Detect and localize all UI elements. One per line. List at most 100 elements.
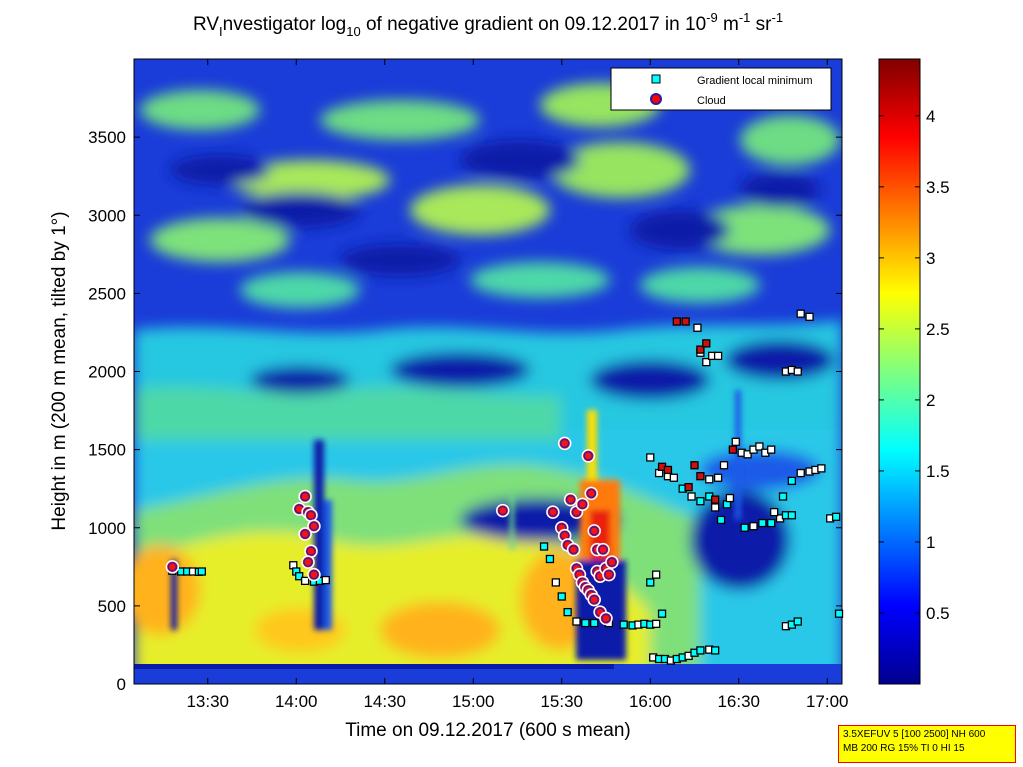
y-axis-label: Height in m (200 m mean, tilted by 1°): [49, 211, 70, 530]
legend-label-cloud: Cloud: [697, 95, 726, 107]
colorbar: 0.5 1 1.5 2 2.5 3 3.5 4: [878, 58, 950, 685]
gradient-minimum-marker: [705, 475, 714, 484]
cloud-square-marker: [690, 461, 699, 470]
cloud-marker-ring: [589, 594, 599, 605]
cloud-marker-ring: [589, 526, 599, 536]
gradient-minimum-marker: [300, 576, 310, 586]
cloud-marker-ring: [560, 438, 570, 449]
gradient-minimum-marker: [696, 646, 705, 655]
y-tick-label: 2000: [88, 363, 126, 382]
colorbar-tick-label: 1.5: [926, 462, 950, 481]
gradient-minimum-marker: [725, 493, 735, 503]
x-axis-label: Time on 09.12.2017 (600 s mean): [345, 720, 631, 741]
legend-box: [610, 67, 832, 111]
series-gradient-local-minimum: [168, 309, 844, 665]
gradient-minimum-marker: [669, 473, 678, 482]
legend-label-minimum: Gradient local minimum: [697, 75, 813, 87]
legend-square-marker: [651, 74, 661, 84]
gradient-minimum-marker: [770, 507, 779, 517]
y-tick-label: 3500: [88, 128, 126, 147]
cloud-marker-ring: [306, 510, 316, 520]
cloud-square-marker: [711, 495, 720, 504]
gradient-minimum-marker: [713, 473, 723, 482]
cloud-marker-ring: [598, 544, 608, 555]
y-tick-label: 1500: [88, 441, 126, 460]
gradient-minimum-marker: [805, 312, 814, 321]
cloud-marker-ring: [565, 494, 576, 505]
gradient-minimum-marker: [295, 572, 304, 581]
cloud-marker-ring: [601, 613, 611, 624]
x-tick-label: 15:30: [540, 692, 583, 711]
gradient-minimum-marker: [711, 646, 720, 655]
gradient-minimum-marker: [646, 578, 655, 587]
chart-title: RVInvestigator log10 of negative gradien…: [193, 10, 783, 39]
cloud-marker-ring: [309, 521, 319, 531]
cloud-marker-ring: [303, 557, 313, 567]
gradient-minimum-marker: [787, 476, 796, 486]
settings-info-box: 3.5XEFUV 5 [100 2500] NH 600 MB 200 RG 1…: [838, 725, 1016, 763]
colorbar-tick-label: 1: [926, 533, 935, 552]
gradient-minimum-marker: [787, 511, 796, 520]
cloud-square-marker: [684, 482, 693, 492]
cloud-square-marker: [696, 472, 705, 481]
gradient-minimum-marker: [321, 575, 330, 585]
cloud-marker-ring: [548, 507, 558, 517]
series-cloud-squares: [657, 317, 737, 504]
gradient-minimum-marker: [581, 618, 590, 628]
gradient-minimum-marker: [563, 607, 572, 617]
heatmap-plot-area: [134, 59, 842, 684]
gradient-minimum-marker: [711, 503, 720, 512]
gradient-minimum-marker: [646, 453, 655, 462]
cloud-marker-ring: [306, 546, 316, 556]
gradient-minimum-marker: [545, 554, 555, 564]
gradient-minimum-marker: [652, 570, 661, 579]
legend-circle-marker: [650, 93, 662, 105]
gradient-minimum-marker: [796, 309, 805, 318]
cloud-marker-ring: [583, 451, 593, 461]
x-tick-label: 16:30: [717, 692, 760, 711]
x-tick-label: 15:00: [452, 692, 495, 711]
cloud-marker-ring: [300, 529, 310, 539]
gradient-minimum-marker: [834, 609, 844, 618]
gradient-minimum-marker: [557, 592, 566, 601]
x-tick-label: 17:00: [806, 692, 849, 711]
cloud-square-marker: [672, 317, 681, 326]
colorbar-tick-label: 2: [926, 391, 935, 410]
gradient-minimum-marker: [831, 512, 841, 521]
gradient-minimum-marker: [767, 518, 776, 528]
y-tick-label: 0: [117, 675, 126, 694]
gradient-minimum-marker: [539, 542, 549, 551]
cloud-marker-ring: [571, 507, 582, 517]
gradient-minimum-marker: [755, 442, 764, 451]
y-tick-label: 1000: [88, 519, 126, 538]
settings-line-1: 3.5XEFUV 5 [100 2500] NH 600: [843, 729, 986, 740]
colorbar-tick-label: 3.5: [926, 178, 950, 197]
y-tick-label: 2500: [88, 284, 126, 303]
y-tick-label: 500: [98, 597, 126, 616]
cloud-square-marker: [681, 317, 690, 326]
gradient-minimum-marker: [778, 492, 788, 501]
cloud-marker-ring: [498, 505, 508, 516]
gradient-minimum-marker: [551, 578, 560, 587]
x-tick-label: 13:30: [186, 692, 229, 711]
gradient-minimum-marker: [652, 619, 661, 628]
gradient-minimum-marker: [716, 515, 726, 525]
cloud-square-marker: [696, 345, 705, 354]
gradient-minimum-marker: [749, 522, 758, 531]
colorbar-tick-label: 3: [926, 249, 935, 268]
cloud-marker-ring: [300, 491, 310, 502]
gradient-minimum-marker: [619, 620, 628, 629]
gradient-minimum-marker: [793, 617, 802, 626]
colorbar-ticks: 0.5 1 1.5 2 2.5 3 3.5 4: [879, 107, 950, 623]
gradient-minimum-marker: [687, 492, 696, 501]
cloud-square-marker: [728, 445, 737, 454]
x-tick-label: 14:30: [363, 692, 406, 711]
gradient-minimum-marker: [197, 567, 207, 576]
y-axis: 0 500 1000 1500 2000 2500 3000 3500: [88, 128, 842, 694]
legend: Gradient local minimum Cloud: [610, 67, 832, 111]
gradient-minimum-marker: [796, 468, 805, 478]
gradient-minimum-marker: [817, 464, 826, 473]
x-tick-label: 16:00: [629, 692, 672, 711]
gradient-minimum-marker: [657, 609, 667, 618]
